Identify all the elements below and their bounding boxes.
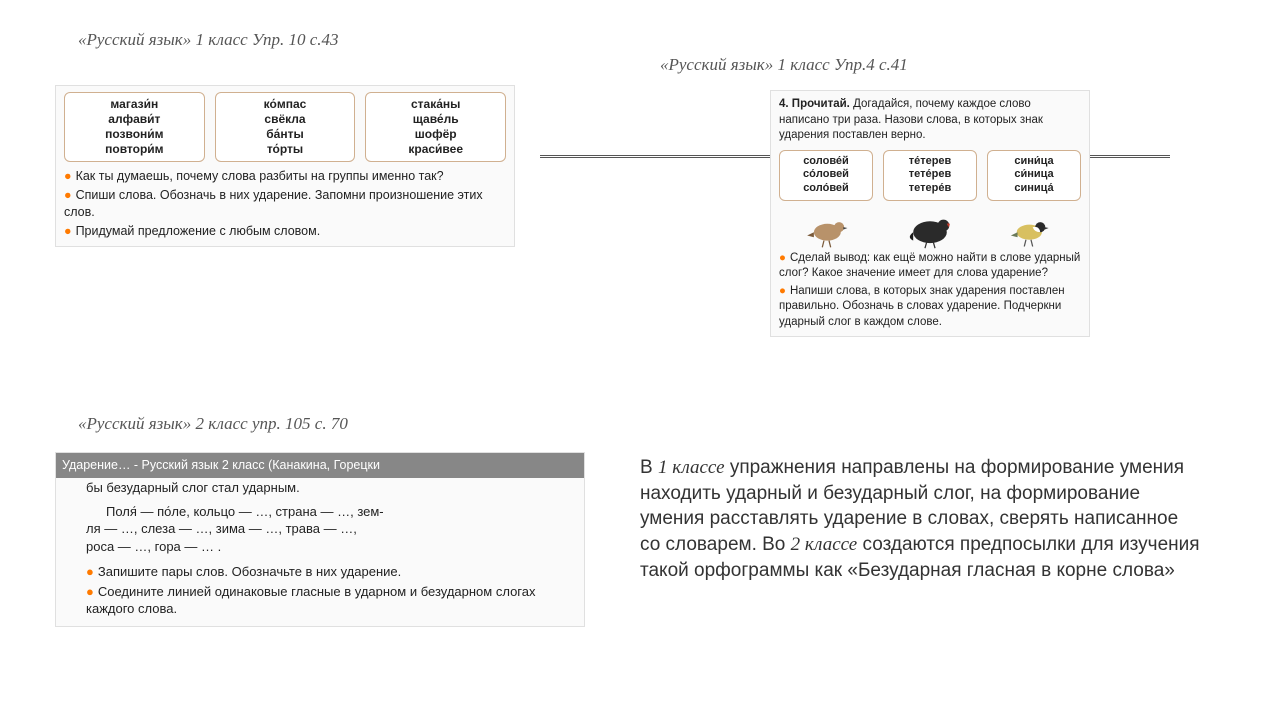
wordbox: солове́йсо́ловейсоло́вей (779, 150, 873, 201)
task-line: ●Сделай вывод: как ещё можно найти в сло… (779, 251, 1081, 282)
task-line: ●Напиши слова, в которых знак ударения п… (779, 284, 1081, 331)
bird-row (779, 207, 1081, 249)
wordbox: ко́мпассвёклаба́нтыто́рты (215, 92, 356, 162)
wordbox: те́теревтете́ревтетере́в (883, 150, 977, 201)
bullet-icon: ● (779, 285, 786, 297)
bird-icon (802, 207, 856, 249)
wordbox-row: солове́йсо́ловейсоло́вей те́теревтете́ре… (779, 150, 1081, 201)
text-line: бы безударный слог стал ударным. (86, 479, 574, 497)
caption-1: «Русский язык» 1 класс Упр. 10 с.43 (78, 30, 339, 50)
text-line: Поля́ — по́ле, кольцо — …, страна — …, з… (86, 503, 574, 521)
wordbox: стака́ныщаве́льшофёркраси́вее (365, 92, 506, 162)
caption-2: «Русский язык» 1 класс Упр.4 с.41 (660, 55, 908, 75)
wordbox: магази́налфави́тпозвони́мповтори́м (64, 92, 205, 162)
task-line: ●Спиши слова. Обозначь в них ударение. З… (64, 187, 506, 221)
exercise-panel-1: магази́налфави́тпозвони́мповтори́м ко́мп… (55, 85, 515, 247)
caption-3: «Русский язык» 2 класс упр. 105 с. 70 (78, 414, 348, 434)
task-line: ●Как ты думаешь, почему слова разбиты на… (64, 168, 506, 185)
text-line: ля — …, слеза — …, зима — …, трава — …, (86, 520, 574, 538)
text-line: роса — …, гора — … . (86, 538, 574, 556)
wordbox: сини́цаси́ницасиница́ (987, 150, 1081, 201)
exercise-panel-2: 4. Прочитай. Догадайся, почему каждое сл… (770, 90, 1090, 337)
wordbox-row: магази́налфави́тпозвони́мповтори́м ко́мп… (64, 92, 506, 162)
summary-paragraph: В 1 классе упражнения направлены на форм… (640, 455, 1200, 583)
bullet-icon: ● (86, 564, 94, 579)
bird-icon (1004, 207, 1058, 249)
exercise-panel-3: Ударение… - Русский язык 2 класс (Канаки… (55, 452, 585, 627)
task-line: ●Придумай предложение с любым словом. (64, 223, 506, 240)
panel2-heading: 4. Прочитай. Догадайся, почему каждое сл… (779, 97, 1081, 144)
bird-icon (903, 207, 957, 249)
bullet-icon: ● (64, 224, 72, 238)
bullet-icon: ● (86, 584, 94, 599)
bullet-icon: ● (64, 188, 72, 202)
bullet-icon: ● (64, 169, 72, 183)
task-line: ●Соедините линией одинаковые гласные в у… (86, 583, 574, 618)
bullet-icon: ● (779, 252, 786, 264)
task-line: ●Запишите пары слов. Обозначьте в них уд… (86, 563, 574, 581)
video-title-overlay: Ударение… - Русский язык 2 класс (Канаки… (56, 453, 584, 478)
